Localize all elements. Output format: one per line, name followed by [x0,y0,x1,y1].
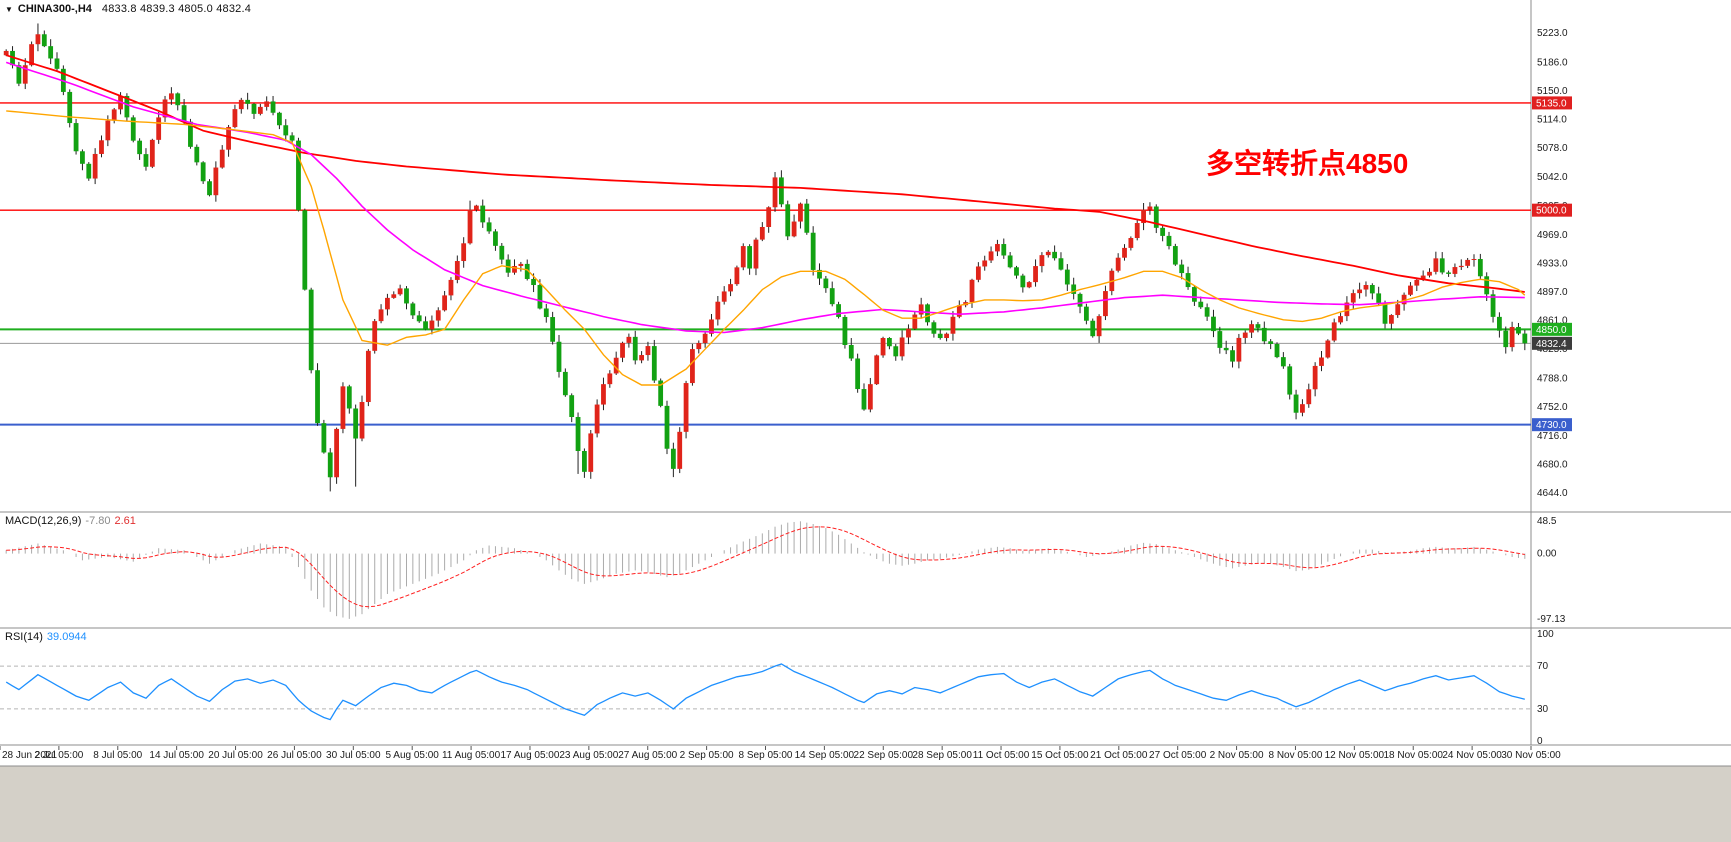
svg-text:8 Nov 05:00: 8 Nov 05:00 [1268,750,1322,761]
svg-text:4861.0: 4861.0 [1537,316,1568,327]
svg-text:20 Jul 05:00: 20 Jul 05:00 [208,750,263,761]
svg-text:23 Aug 05:00: 23 Aug 05:00 [559,750,618,761]
svg-text:22 Sep 05:00: 22 Sep 05:00 [854,750,914,761]
svg-text:11 Oct 05:00: 11 Oct 05:00 [973,750,1030,761]
macd-signal-line [6,526,1525,608]
ohlc-values: 4833.8 4839.3 4805.0 4832.4 [101,3,252,15]
svg-text:4752.0: 4752.0 [1537,402,1568,413]
svg-text:4933.0: 4933.0 [1537,258,1568,269]
rsi-indicator-label: RSI(14) 39.0944 [5,631,91,643]
moving-averages [5,54,1526,386]
macd-pane [5,521,1526,619]
svg-text:4788.0: 4788.0 [1537,374,1568,385]
svg-text:30 Jul 05:00: 30 Jul 05:00 [326,750,381,761]
svg-text:4850.0: 4850.0 [1536,325,1567,336]
svg-text:5000.0: 5000.0 [1536,206,1567,217]
svg-text:4832.4: 4832.4 [1536,339,1567,350]
ma-fast-orange [6,110,1526,386]
ma-mid-magenta [5,61,1525,334]
candlestick-layer [3,23,1528,492]
svg-text:28 Sep 05:00: 28 Sep 05:00 [912,750,972,761]
svg-text:5150.0: 5150.0 [1537,86,1568,97]
annotation-text: 多空转折点4850 [1206,148,1409,179]
svg-text:2 Sep 05:00: 2 Sep 05:00 [680,750,734,761]
svg-text:70: 70 [1537,661,1549,672]
svg-text:4644.0: 4644.0 [1537,488,1568,499]
svg-text:27 Oct 05:00: 27 Oct 05:00 [1149,750,1207,761]
horizontal-level-lines [0,102,1531,426]
macd-name: MACD(12,26,9) [5,515,82,527]
svg-text:12 Nov 05:00: 12 Nov 05:00 [1325,750,1385,761]
svg-text:4730.0: 4730.0 [1536,420,1567,431]
ma-slow-red [5,54,1525,293]
svg-text:14 Sep 05:00: 14 Sep 05:00 [795,750,855,761]
svg-text:5186.0: 5186.0 [1537,57,1568,68]
svg-text:24 Nov 05:00: 24 Nov 05:00 [1442,750,1502,761]
rsi-pane [0,663,1531,721]
svg-text:8 Jul 05:00: 8 Jul 05:00 [93,750,142,761]
symbol-timeframe-label: CHINA300-,H4 [17,3,92,15]
svg-text:5223.0: 5223.0 [1537,28,1568,39]
macd-indicator-label: MACD(12,26,9) -7.80 2.61 [5,515,140,527]
price-axis[interactable]: 5223.05186.05150.05114.05078.05042.05005… [1537,28,1568,747]
svg-text:0: 0 [1537,736,1543,747]
svg-text:26 Jul 05:00: 26 Jul 05:00 [267,750,322,761]
svg-text:11 Aug 05:00: 11 Aug 05:00 [442,750,501,761]
price-tags: 5135.0 5000.0 4850.0 4832.4 4730.0 [1532,96,1572,432]
svg-text:27 Aug 05:00: 27 Aug 05:00 [618,750,677,761]
svg-text:5135.0: 5135.0 [1536,98,1567,109]
svg-text:8 Sep 05:00: 8 Sep 05:00 [739,750,793,761]
rsi-line [5,663,1525,721]
svg-text:5078.0: 5078.0 [1537,143,1568,154]
svg-text:15 Oct 05:00: 15 Oct 05:00 [1031,750,1089,761]
svg-text:5114.0: 5114.0 [1537,115,1567,126]
svg-text:28 Jun 2021: 28 Jun 2021 [2,750,57,761]
macd-main-value: -7.80 [85,515,111,527]
svg-text:-97.13: -97.13 [1537,614,1566,625]
svg-text:4680.0: 4680.0 [1537,459,1568,470]
svg-text:0.00: 0.00 [1537,549,1557,560]
one-click-trading-arrow-icon[interactable]: ▼ [5,4,13,14]
chart-header: ▼ CHINA300-,H4 4833.8 4839.3 4805.0 4832… [5,3,251,15]
svg-text:21 Oct 05:00: 21 Oct 05:00 [1090,750,1148,761]
svg-text:17 Aug 05:00: 17 Aug 05:00 [500,750,559,761]
macd-signal-value: 2.61 [114,515,136,527]
svg-text:100: 100 [1537,629,1554,640]
svg-text:2 Jul 05:00: 2 Jul 05:00 [34,750,83,761]
svg-text:5 Aug 05:00: 5 Aug 05:00 [385,750,439,761]
svg-text:4897.0: 4897.0 [1537,287,1568,298]
svg-text:4716.0: 4716.0 [1537,431,1568,442]
rsi-value: 39.0944 [46,631,87,643]
svg-text:14 Jul 05:00: 14 Jul 05:00 [149,750,204,761]
svg-text:48.5: 48.5 [1537,516,1557,527]
svg-text:18 Nov 05:00: 18 Nov 05:00 [1383,750,1443,761]
svg-text:2 Nov 05:00: 2 Nov 05:00 [1210,750,1264,761]
svg-text:4969.0: 4969.0 [1537,230,1568,241]
svg-text:5042.0: 5042.0 [1537,172,1568,183]
svg-text:30 Nov 05:00: 30 Nov 05:00 [1501,750,1561,761]
svg-text:30: 30 [1537,704,1549,715]
rsi-name: RSI(14) [5,631,43,643]
